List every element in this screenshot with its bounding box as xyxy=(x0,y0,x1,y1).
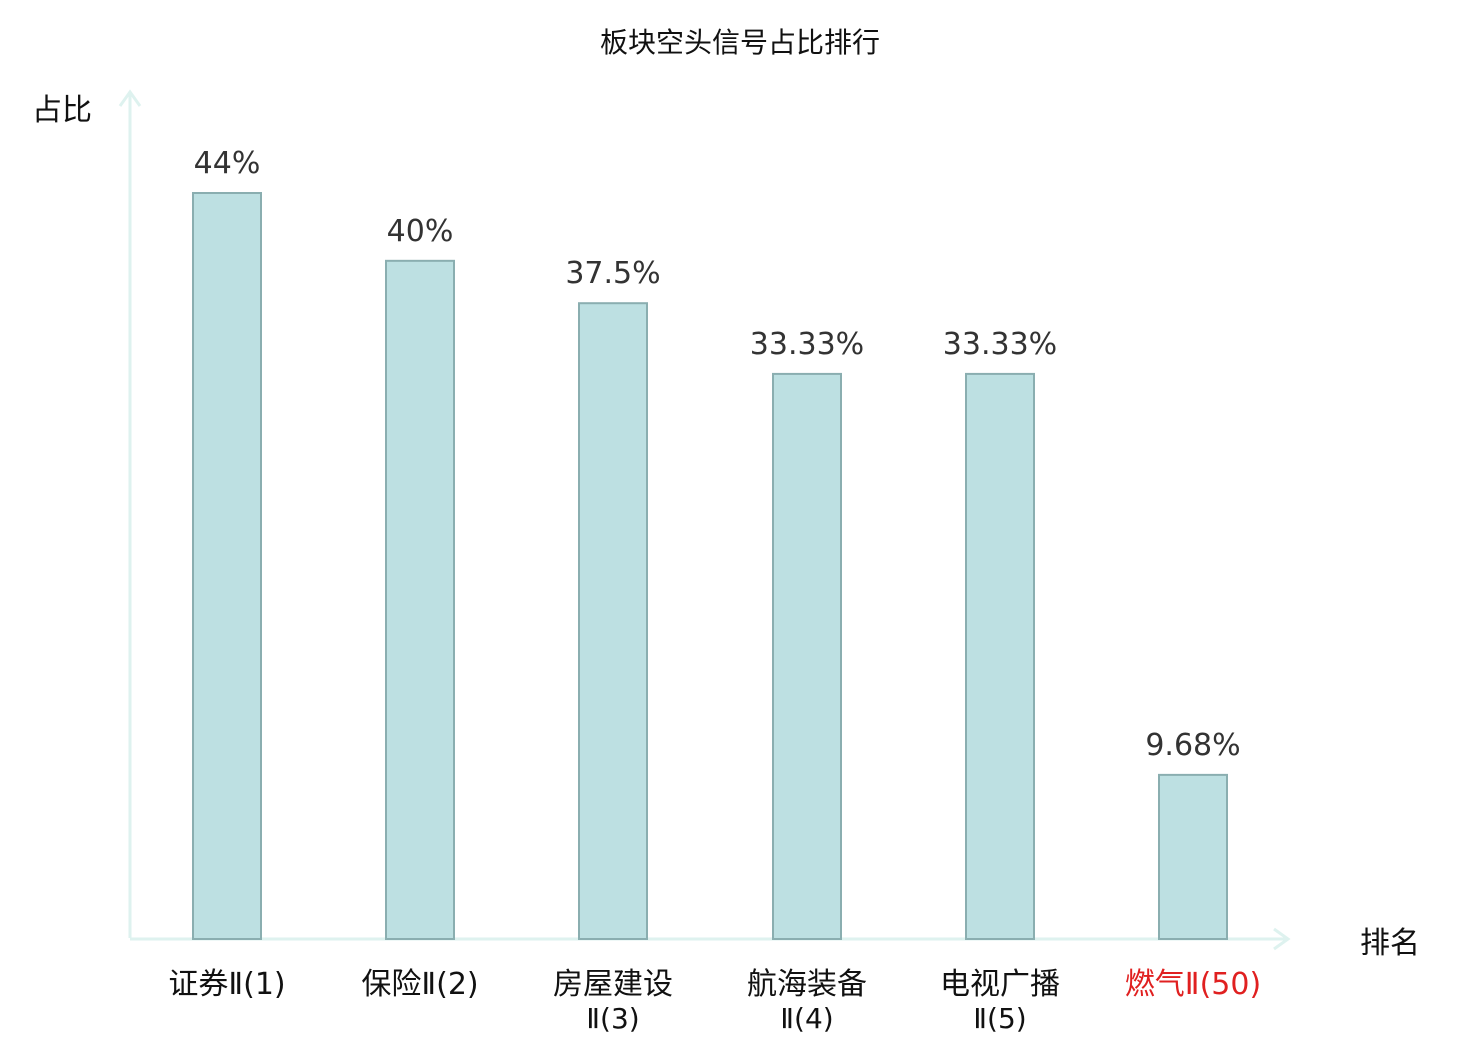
bar xyxy=(1158,773,1228,940)
x-tick-label: 燃气Ⅱ(50) xyxy=(1125,967,1261,1002)
data-label: 33.33% xyxy=(943,327,1057,362)
bar xyxy=(385,259,455,940)
bar xyxy=(772,372,842,940)
data-label: 37.5% xyxy=(565,256,660,291)
x-tick-label: 电视广播 xyxy=(940,967,1060,1002)
value-labels-group: 44% 40% 37.5% 33.33% 33.33% 9.68% xyxy=(194,146,1241,763)
x-tick-label: Ⅱ(5) xyxy=(973,1002,1026,1035)
x-axis-arrow-icon xyxy=(1273,927,1291,951)
x-tick-label: 证券Ⅱ(1) xyxy=(168,967,285,1002)
data-label: 9.68% xyxy=(1145,728,1240,763)
data-label: 33.33% xyxy=(750,327,864,362)
data-label: 40% xyxy=(387,214,454,249)
bar xyxy=(965,372,1035,940)
bars-group xyxy=(192,192,1228,941)
x-axis-label: 排名 xyxy=(1360,926,1420,961)
bar xyxy=(578,302,648,941)
x-tick-label: 保险Ⅱ(2) xyxy=(361,967,478,1002)
y-axis-label: 占比 xyxy=(32,93,92,128)
x-tick-label: Ⅱ(3) xyxy=(586,1002,639,1035)
bar xyxy=(192,192,262,940)
data-label: 44% xyxy=(194,146,261,181)
x-tick-label: 房屋建设 xyxy=(553,967,673,1002)
x-tick-label: 航海装备 xyxy=(747,967,867,1002)
chart-title: 板块空头信号占比排行 xyxy=(600,26,880,59)
x-tick-label: Ⅱ(4) xyxy=(780,1002,833,1035)
y-axis-arrow-icon xyxy=(118,89,142,107)
